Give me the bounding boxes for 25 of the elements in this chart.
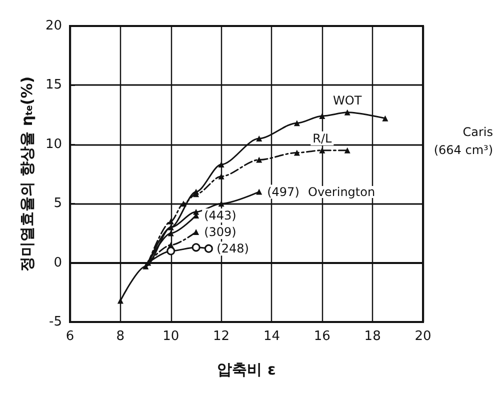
series-label: WOT: [333, 93, 362, 108]
series-label: (497): [267, 184, 300, 199]
x-tick-label: 12: [213, 329, 230, 344]
y-tick-label: 0: [54, 255, 62, 270]
annotation: Overington: [308, 185, 376, 199]
text: (664 cm³): [434, 143, 494, 157]
series-label: R/L: [312, 131, 332, 146]
x-axis-title: 압축비 ε: [217, 360, 276, 378]
text: Caris: [462, 125, 494, 139]
x-tick-label: 6: [66, 329, 74, 344]
x-tick-label: 16: [314, 329, 330, 344]
x-tick-label: 14: [263, 329, 280, 344]
y-tick-label: 10: [45, 136, 62, 152]
series-label: (309): [204, 225, 236, 240]
y-tick-label: -5: [49, 314, 62, 330]
y-tick-label: 20: [45, 18, 62, 34]
x-tick-label: 20: [414, 329, 432, 344]
x-tick-label: 18: [364, 329, 381, 344]
y-tick-label: 5: [54, 196, 62, 212]
series-label: (443): [204, 208, 236, 222]
y-tick-label: 15: [45, 78, 62, 93]
x-tick-label: 10: [162, 329, 180, 344]
y-axis-title: 정미열효율의 향상율 ηte(%): [18, 76, 36, 272]
x-tick-label: 8: [116, 329, 125, 344]
series-label: (248): [216, 242, 249, 256]
